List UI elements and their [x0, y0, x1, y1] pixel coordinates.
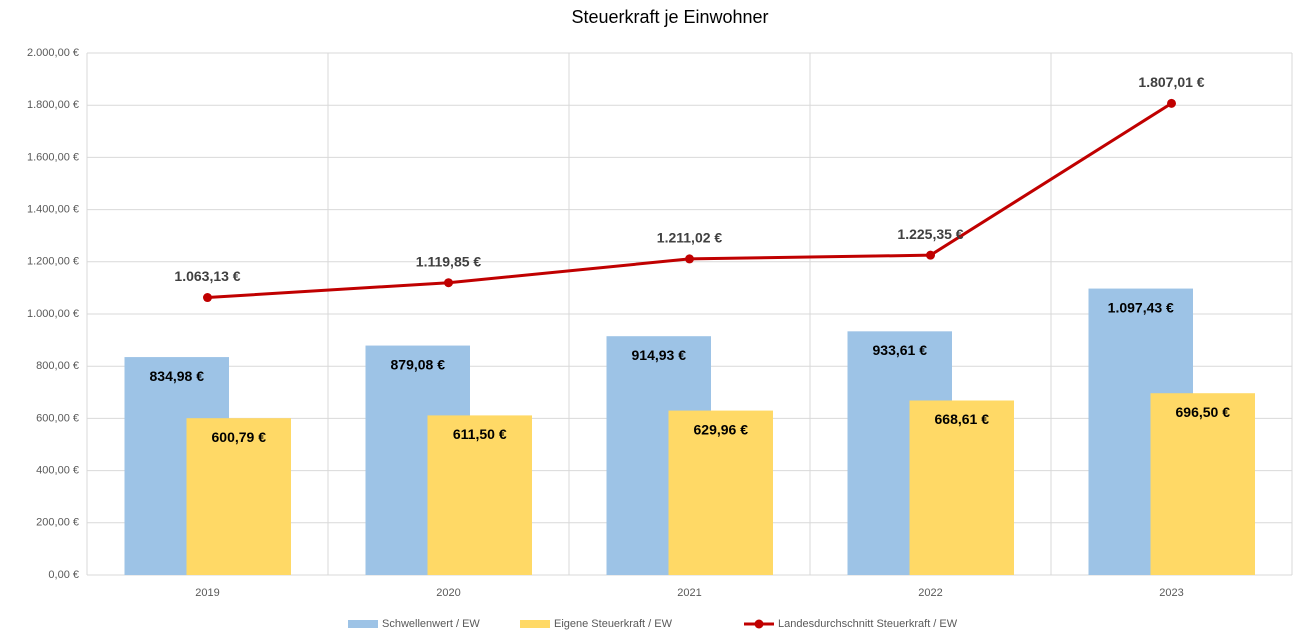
legend-label: Eigene Steuerkraft / EW — [554, 618, 673, 630]
data-label: 600,79 € — [212, 429, 267, 445]
legend-label: Landesdurchschnitt Steuerkraft / EW — [778, 618, 958, 630]
x-tick-label: 2022 — [918, 587, 942, 599]
bar — [1150, 393, 1255, 575]
data-label: 611,50 € — [453, 426, 507, 442]
data-label: 1.119,85 € — [416, 253, 482, 269]
legend-swatch — [520, 620, 550, 628]
line-marker — [203, 293, 212, 303]
data-label: 933,61 € — [873, 342, 928, 358]
line-marker — [926, 250, 935, 260]
bar — [668, 410, 773, 575]
data-label: 914,93 € — [632, 347, 687, 363]
data-label: 1.097,43 € — [1108, 299, 1174, 315]
y-tick-label: 400,00 € — [36, 465, 79, 477]
y-tick-label: 1.400,00 € — [27, 204, 79, 216]
data-label: 879,08 € — [391, 356, 446, 372]
bar — [909, 400, 1014, 575]
x-tick-label: 2023 — [1159, 587, 1183, 599]
line-marker — [444, 278, 453, 288]
line-marker — [685, 254, 694, 264]
y-tick-label: 200,00 € — [36, 517, 79, 529]
bar — [186, 418, 291, 575]
data-label: 1.807,01 € — [1138, 74, 1204, 90]
chart-title: Steuerkraft je Einwohner — [571, 7, 768, 27]
data-label: 1.211,02 € — [657, 230, 723, 246]
legend-swatch — [348, 620, 378, 628]
data-label: 696,50 € — [1176, 404, 1231, 420]
bar — [427, 415, 532, 575]
data-label: 1.225,35 € — [897, 226, 963, 242]
line-marker — [1167, 98, 1176, 108]
y-tick-label: 1.200,00 € — [27, 256, 79, 268]
legend-marker — [754, 619, 764, 629]
line — [207, 102, 1173, 300]
data-label: 668,61 € — [935, 411, 990, 427]
data-label: 1.063,13 € — [174, 268, 240, 284]
y-tick-label: 600,00 € — [36, 412, 79, 424]
x-tick-label: 2021 — [677, 587, 701, 599]
y-tick-label: 2.000,00 € — [27, 47, 79, 59]
y-tick-label: 1.800,00 € — [27, 99, 79, 111]
legend-label: Schwellenwert / EW — [382, 618, 480, 630]
y-tick-label: 0,00 € — [48, 569, 79, 581]
data-label: 629,96 € — [694, 421, 749, 437]
y-tick-label: 1.600,00 € — [27, 151, 79, 163]
x-tick-label: 2019 — [195, 587, 219, 599]
y-tick-label: 1.000,00 € — [27, 308, 79, 320]
y-tick-label: 800,00 € — [36, 360, 79, 372]
data-label: 834,98 € — [150, 368, 205, 384]
x-tick-label: 2020 — [436, 587, 460, 599]
